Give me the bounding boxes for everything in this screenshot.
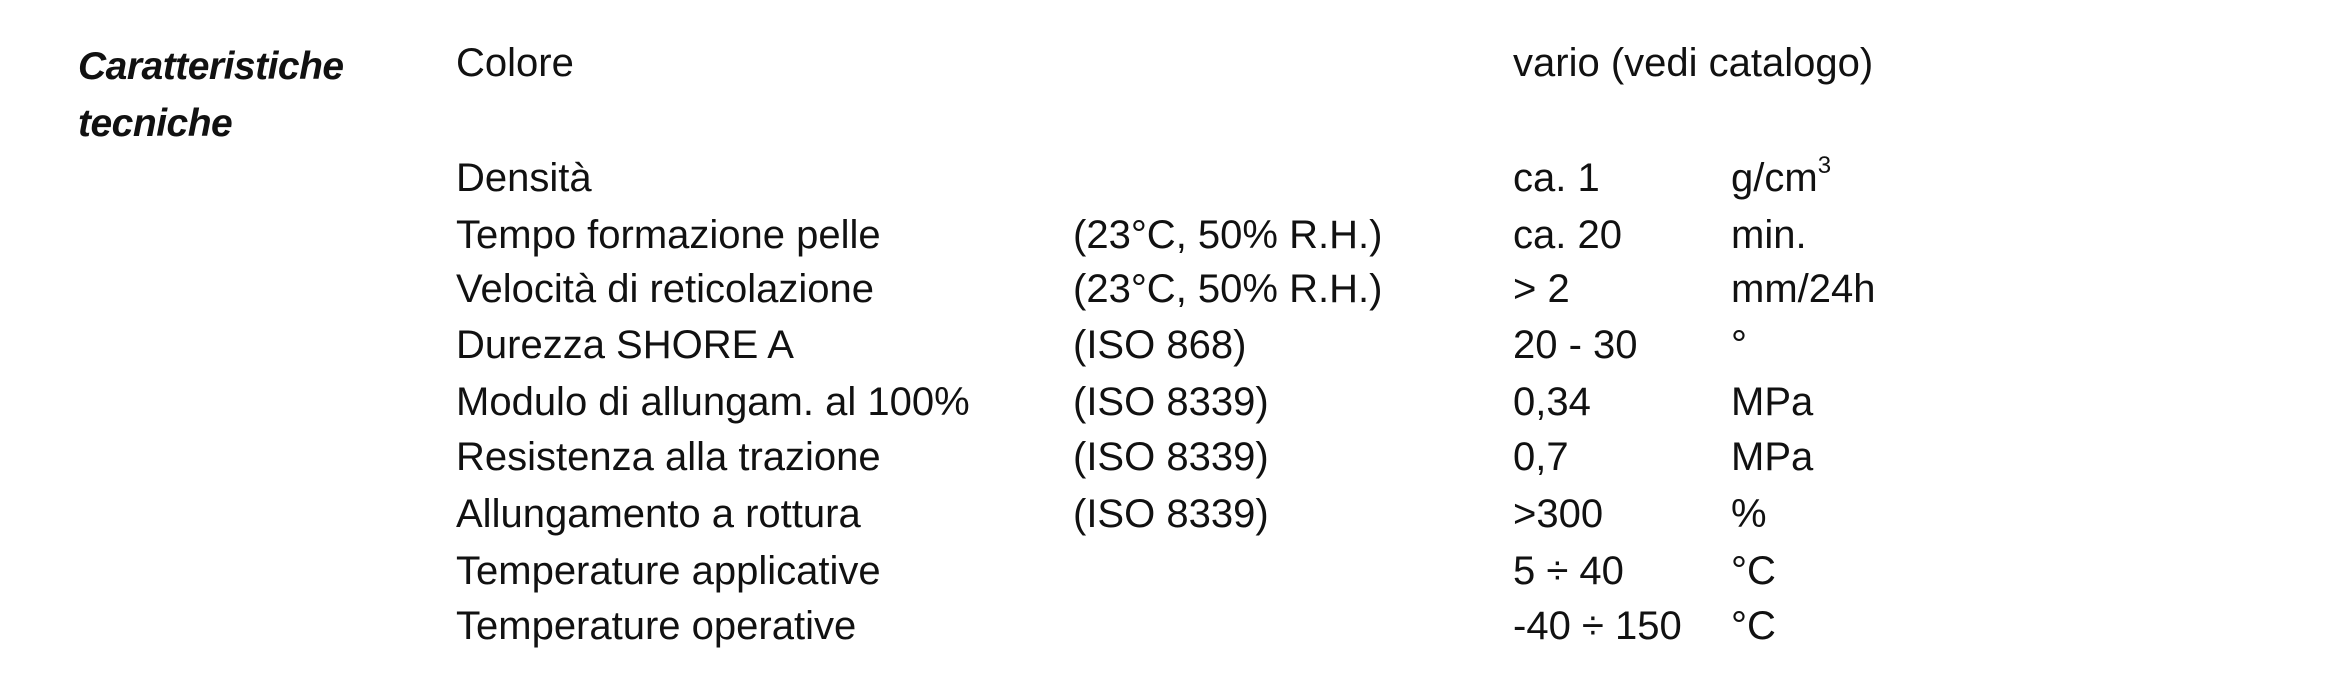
- spec-row: Tempo formazione pelle (23°C, 50% R.H.) ca…: [0, 207, 2332, 263]
- spec-unit: °C: [1731, 549, 1776, 593]
- section-heading-line1: Caratteristiche: [78, 45, 344, 88]
- spec-condition: (ISO 8339): [1073, 435, 1269, 479]
- spec-row: Durezza SHORE A (ISO 868) 20 - 30 °: [0, 317, 2332, 373]
- spec-unit: MPa: [1731, 380, 1814, 424]
- spec-unit-wrapper: g/cm3: [1731, 150, 1831, 206]
- spec-property: Allungamento a rottura: [456, 492, 861, 536]
- spec-row: Temperature operative -40 ÷ 150 °C: [0, 598, 2332, 654]
- spec-unit-superscript: 3: [1817, 152, 1832, 179]
- spec-value: -40 ÷ 150: [1513, 604, 1682, 648]
- spec-value: ca. 1: [1513, 156, 1600, 200]
- spec-property: Modulo di allungam. al 100%: [456, 380, 970, 424]
- spec-condition: (ISO 8339): [1073, 380, 1269, 424]
- spec-condition: (23°C, 50% R.H.): [1073, 213, 1383, 257]
- spec-row: Velocità di reticolazione (23°C, 50% R.H.…: [0, 261, 2332, 317]
- spec-unit: %: [1731, 492, 1767, 536]
- spec-value: > 2: [1513, 267, 1570, 311]
- spec-unit: MPa: [1731, 435, 1814, 479]
- spec-unit: min.: [1731, 213, 1807, 257]
- spec-value: 0,7: [1513, 435, 1569, 479]
- spec-row: Resistenza alla trazione (ISO 8339) 0,7 MPa: [0, 429, 2332, 485]
- spec-value: 20 - 30: [1513, 323, 1638, 367]
- spec-value: 0,34: [1513, 380, 1591, 424]
- spec-condition: (ISO 8339): [1073, 492, 1269, 536]
- spec-row: Allungamento a rottura (ISO 8339) >300%: [0, 486, 2332, 542]
- spec-property: Tempo formazione pelle: [456, 213, 881, 257]
- spec-value: >300: [1513, 492, 1604, 536]
- spec-value: 5 ÷ 40: [1513, 549, 1624, 593]
- section-heading-line2: tecniche: [78, 102, 233, 145]
- spec-property: Resistenza alla trazione: [456, 435, 881, 479]
- spec-property: Densità: [456, 156, 592, 200]
- spec-row: Densità ca. 1 g/cm3: [0, 150, 2332, 206]
- spec-unit: °C: [1731, 604, 1776, 648]
- spec-property: Velocità di reticolazione: [456, 267, 875, 311]
- spec-property: Temperature applicative: [456, 549, 881, 593]
- spec-property: Colore: [456, 41, 574, 85]
- spec-row: Colore vario (vedi catalogo): [0, 35, 2332, 91]
- spec-value: ca. 20: [1513, 213, 1622, 257]
- section-heading: Caratteristiche tecniche: [78, 38, 344, 152]
- spec-unit: °: [1731, 323, 1747, 367]
- spec-condition: (23°C, 50% R.H.): [1073, 267, 1383, 311]
- spec-condition: (ISO 868): [1073, 323, 1247, 367]
- spec-property: Temperature operative: [456, 604, 857, 648]
- spec-unit: g/cm: [1731, 156, 1818, 200]
- spec-value: vario (vedi catalogo): [1513, 41, 1874, 85]
- spec-row: Modulo di allungam. al 100% (ISO 8339) 0,3…: [0, 374, 2332, 430]
- spec-unit: mm/24h: [1731, 267, 1876, 311]
- spec-property: Durezza SHORE A: [456, 323, 794, 367]
- spec-row: Temperature applicative 5 ÷ 40 °C: [0, 543, 2332, 599]
